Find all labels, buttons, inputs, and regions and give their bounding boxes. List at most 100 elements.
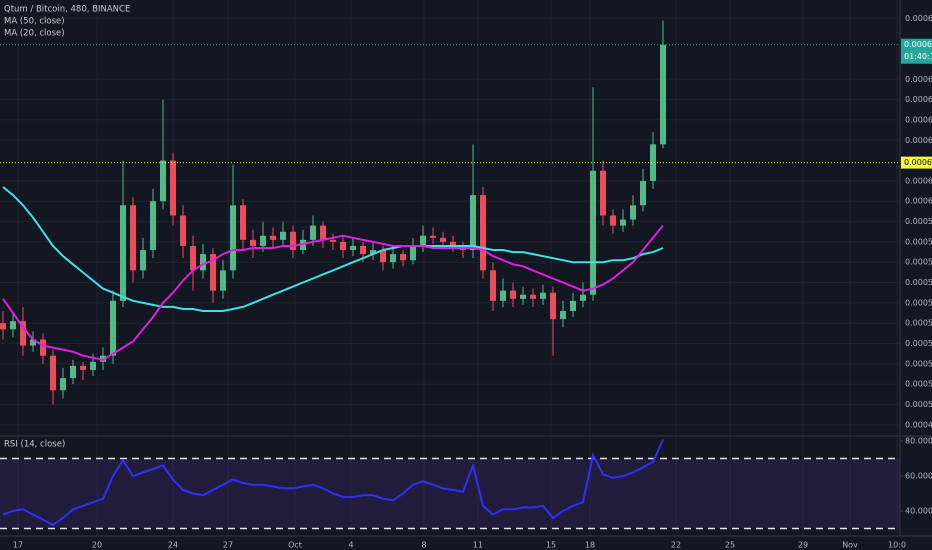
candle-body bbox=[400, 254, 406, 261]
x-tick-label: 20 bbox=[92, 541, 102, 550]
candle-body bbox=[470, 195, 476, 251]
candle-body bbox=[150, 201, 156, 251]
candle-body bbox=[630, 205, 636, 220]
y-tick-label: 0.000660 bbox=[905, 75, 932, 84]
candle-body bbox=[160, 160, 166, 202]
candle-body bbox=[570, 300, 576, 312]
candle-body bbox=[490, 270, 496, 301]
candle-body bbox=[40, 339, 46, 356]
candle-body bbox=[390, 254, 396, 263]
candle-body bbox=[640, 180, 646, 206]
candle-body bbox=[590, 170, 596, 295]
y-tick-label: 0.000640 bbox=[905, 115, 932, 124]
candle-body bbox=[60, 378, 66, 391]
candle-body bbox=[540, 292, 546, 299]
candle-body bbox=[270, 235, 276, 240]
x-tick-label: 17 bbox=[13, 541, 23, 550]
candle-body bbox=[310, 225, 316, 240]
candle-body bbox=[30, 339, 36, 346]
y-tick-label: 0.000520 bbox=[905, 359, 932, 368]
candle-body bbox=[610, 215, 616, 226]
candle-body bbox=[200, 254, 206, 271]
rsi-legend: RSI (14, close) bbox=[4, 440, 65, 450]
countdown-label: 01:40:13 bbox=[904, 52, 932, 61]
candle-body bbox=[350, 245, 356, 251]
x-tick-label: 29 bbox=[798, 541, 808, 550]
candle-body bbox=[410, 245, 416, 261]
candle-body bbox=[660, 44, 666, 145]
candle-body bbox=[340, 241, 346, 251]
y-tick-label: 0.000490 bbox=[905, 420, 932, 429]
axis: 0.000490 0.000500 0.000510 0.000520 0.000530… bbox=[13, 14, 932, 550]
candle-body bbox=[440, 237, 446, 242]
candle-body bbox=[80, 365, 86, 370]
rsi-band bbox=[0, 458, 900, 529]
y-tick-label: 0.000570 bbox=[905, 258, 932, 267]
candle-body bbox=[240, 205, 246, 240]
x-tick-label: Nov bbox=[842, 541, 858, 550]
x-tick-label: 22 bbox=[671, 541, 681, 550]
candle-body bbox=[370, 250, 376, 255]
price-line-label-box bbox=[901, 156, 932, 169]
y-tick-label: 0.000610 bbox=[905, 176, 932, 185]
y-tick-label: 0.000560 bbox=[905, 278, 932, 287]
candle-body bbox=[170, 160, 176, 216]
candle-body bbox=[190, 245, 196, 271]
candle-body bbox=[380, 250, 386, 263]
candle-body bbox=[70, 365, 76, 379]
legend-entry: MA (50, close) bbox=[4, 17, 65, 27]
candle-body bbox=[520, 294, 526, 299]
candle-body bbox=[420, 235, 426, 246]
x-tick-label: 15 bbox=[546, 541, 556, 550]
candle-body bbox=[620, 219, 626, 226]
candle-body bbox=[290, 231, 296, 251]
candle-body bbox=[90, 361, 96, 370]
plot bbox=[0, 20, 900, 527]
candle-body bbox=[210, 254, 216, 291]
last-price-label: 0.000677 bbox=[904, 40, 932, 49]
y-tick-label: 0.000580 bbox=[905, 237, 932, 246]
x-tick-label: 25 bbox=[725, 541, 735, 550]
candle-body bbox=[530, 294, 536, 299]
candle-body bbox=[600, 170, 606, 216]
x-tick-label: Oct bbox=[288, 541, 302, 550]
candle-body bbox=[480, 195, 486, 271]
x-tick-label: 11 bbox=[473, 541, 483, 550]
candle-body bbox=[560, 311, 566, 320]
y-tick-label: 0.000590 bbox=[905, 217, 932, 226]
candle-body bbox=[0, 323, 6, 330]
y-tick-label: 0.000550 bbox=[905, 298, 932, 307]
y-tick-label: 0.000510 bbox=[905, 380, 932, 389]
x-tick-label: 4 bbox=[348, 541, 353, 550]
price-line-label: 0.000619 bbox=[904, 158, 932, 167]
candle-body bbox=[180, 215, 186, 246]
y-tick-label: 0.000540 bbox=[905, 319, 932, 328]
candle-body bbox=[140, 250, 146, 271]
x-tick-label: 8 bbox=[421, 541, 426, 550]
candle-body bbox=[220, 270, 226, 291]
candle-body bbox=[110, 300, 116, 356]
x-tick-label: 10:0 bbox=[888, 541, 906, 550]
candle-body bbox=[650, 144, 656, 181]
candle-body bbox=[280, 231, 286, 240]
candle-body bbox=[360, 245, 366, 255]
rsi-line bbox=[2, 438, 664, 527]
last-price-box bbox=[901, 38, 932, 64]
candle-body bbox=[120, 205, 126, 301]
x-tick-label: 18 bbox=[585, 541, 595, 550]
candle-body bbox=[500, 290, 506, 301]
chart-title: Qtum / Bitcoin, 480, BINANCE bbox=[4, 5, 130, 15]
candle-body bbox=[230, 205, 236, 271]
y-tick-label: 0.000690 bbox=[905, 14, 932, 23]
candle-body bbox=[510, 290, 516, 299]
candle-body bbox=[260, 235, 266, 246]
legend-entry: MA (20, close) bbox=[4, 29, 65, 39]
y-tick-label: 0.000650 bbox=[905, 95, 932, 104]
candle-body bbox=[320, 225, 326, 240]
candle-body bbox=[580, 294, 586, 301]
